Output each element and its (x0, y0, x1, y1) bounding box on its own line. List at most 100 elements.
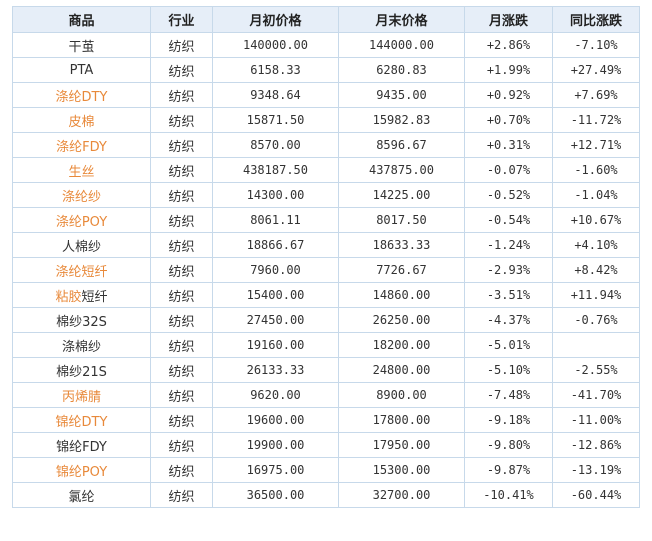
yoy-change-cell: -11.72% (552, 107, 640, 133)
yoy-change-cell: +12.71% (552, 132, 640, 158)
commodity-name-cell: 氯纶 (12, 482, 151, 508)
open-price-cell: 18866.67 (212, 232, 339, 258)
monthly-change-cell: -3.51% (464, 282, 553, 308)
commodity-name-text: 锦纶FDY (56, 439, 107, 455)
industry-cell: 纺织 (150, 82, 213, 108)
close-price-cell: 8017.50 (338, 207, 465, 233)
industry-cell: 纺织 (150, 107, 213, 133)
industry-cell: 纺织 (150, 282, 213, 308)
industry-cell: 纺织 (150, 407, 213, 433)
industry-cell: 纺织 (150, 332, 213, 358)
open-price-cell: 14300.00 (212, 182, 339, 208)
monthly-change-cell: -4.37% (464, 307, 553, 333)
table-row: 锦纶DTY 纺织 19600.00 17800.00 -9.18% -11.00% (12, 407, 640, 433)
table-row: 涤纶POY 纺织 8061.11 8017.50 -0.54% +10.67% (12, 207, 640, 233)
monthly-change-cell: -10.41% (464, 482, 553, 508)
commodity-link[interactable]: 涤纶短纤 (55, 264, 108, 280)
monthly-change-cell: +2.86% (464, 32, 553, 58)
open-price-cell: 19600.00 (212, 407, 339, 433)
commodity-link[interactable]: 粘胶 (55, 289, 82, 305)
close-price-cell: 18200.00 (338, 332, 465, 358)
open-price-cell: 9348.64 (212, 82, 339, 108)
monthly-change-cell: -5.10% (464, 357, 553, 383)
yoy-change-cell: +4.10% (552, 232, 640, 258)
table-row: 涤棉纱 纺织 19160.00 18200.00 -5.01% (12, 332, 640, 358)
monthly-change-cell: -0.52% (464, 182, 553, 208)
commodity-name-text: PTA (69, 62, 94, 78)
industry-cell: 纺织 (150, 482, 213, 508)
commodity-link[interactable]: 锦纶POY (55, 464, 108, 480)
monthly-change-cell: -0.07% (464, 157, 553, 183)
commodity-name-cell: 锦纶POY (12, 457, 151, 483)
commodity-link[interactable]: 涤纶POY (55, 214, 108, 230)
open-price-cell: 19160.00 (212, 332, 339, 358)
table-row: 涤纶DTY 纺织 9348.64 9435.00 +0.92% +7.69% (12, 82, 640, 108)
industry-cell: 纺织 (150, 307, 213, 333)
yoy-change-cell: -11.00% (552, 407, 640, 433)
table-row: 锦纶FDY 纺织 19900.00 17950.00 -9.80% -12.86% (12, 432, 640, 458)
open-price-cell: 9620.00 (212, 382, 339, 408)
industry-cell: 纺织 (150, 207, 213, 233)
yoy-change-cell: -12.86% (552, 432, 640, 458)
commodity-link[interactable]: 丙烯腈 (61, 389, 101, 405)
commodity-link[interactable]: 涤纶DTY (55, 89, 108, 105)
industry-cell: 纺织 (150, 232, 213, 258)
commodity-link[interactable]: 生丝 (68, 164, 95, 180)
commodity-name-cell: 粘胶短纤 (12, 282, 151, 308)
close-price-cell: 17950.00 (338, 432, 465, 458)
monthly-change-cell: -1.24% (464, 232, 553, 258)
table-row: 干茧 纺织 140000.00 144000.00 +2.86% -7.10% (12, 32, 640, 58)
commodity-link[interactable]: 涤纶纱 (61, 189, 101, 205)
commodity-link[interactable]: 涤纶FDY (56, 139, 107, 155)
commodity-name-text: 短纤 (81, 289, 108, 305)
monthly-change-cell: +0.31% (464, 132, 553, 158)
header-industry[interactable]: 行业 (150, 6, 213, 33)
commodity-name-cell: 涤纶纱 (12, 182, 151, 208)
commodity-link[interactable]: 皮棉 (68, 114, 95, 130)
header-open-price[interactable]: 月初价格 (212, 6, 339, 33)
close-price-cell: 437875.00 (338, 157, 465, 183)
monthly-change-cell: -0.54% (464, 207, 553, 233)
close-price-cell: 8900.00 (338, 382, 465, 408)
close-price-cell: 8596.67 (338, 132, 465, 158)
commodity-name-text: 干茧 (68, 39, 95, 55)
commodity-name-text: 棉纱32S (56, 314, 107, 330)
open-price-cell: 7960.00 (212, 257, 339, 283)
yoy-change-cell: -1.04% (552, 182, 640, 208)
yoy-change-cell: -41.70% (552, 382, 640, 408)
table-row: 涤纶纱 纺织 14300.00 14225.00 -0.52% -1.04% (12, 182, 640, 208)
yoy-change-cell: +7.69% (552, 82, 640, 108)
header-yoy-change[interactable]: 同比涨跌 (552, 6, 640, 33)
commodity-price-table: 商品 行业 月初价格 月末价格 月涨跌 同比涨跌 干茧 纺织 140000.00 14… (12, 6, 640, 508)
table-body: 干茧 纺织 140000.00 144000.00 +2.86% -7.10% PTA 纺织 6… (12, 32, 640, 508)
open-price-cell: 140000.00 (212, 32, 339, 58)
table-row: 丙烯腈 纺织 9620.00 8900.00 -7.48% -41.70% (12, 382, 640, 408)
commodity-link[interactable]: 锦纶DTY (55, 414, 108, 430)
table-row: PTA 纺织 6158.33 6280.83 +1.99% +27.49% (12, 57, 640, 83)
commodity-name-cell: 涤纶FDY (12, 132, 151, 158)
table-row: 皮棉 纺织 15871.50 15982.83 +0.70% -11.72% (12, 107, 640, 133)
yoy-change-cell: -1.60% (552, 157, 640, 183)
commodity-name-cell: 皮棉 (12, 107, 151, 133)
close-price-cell: 18633.33 (338, 232, 465, 258)
industry-cell: 纺织 (150, 357, 213, 383)
open-price-cell: 16975.00 (212, 457, 339, 483)
table-row: 生丝 纺织 438187.50 437875.00 -0.07% -1.60% (12, 157, 640, 183)
monthly-change-cell: -7.48% (464, 382, 553, 408)
open-price-cell: 438187.50 (212, 157, 339, 183)
monthly-change-cell: -2.93% (464, 257, 553, 283)
yoy-change-cell: +27.49% (552, 57, 640, 83)
header-commodity[interactable]: 商品 (12, 6, 151, 33)
header-monthly-change[interactable]: 月涨跌 (464, 6, 553, 33)
yoy-change-cell: -13.19% (552, 457, 640, 483)
close-price-cell: 15982.83 (338, 107, 465, 133)
industry-cell: 纺织 (150, 382, 213, 408)
industry-cell: 纺织 (150, 432, 213, 458)
industry-cell: 纺织 (150, 157, 213, 183)
commodity-name-text: 棉纱21S (56, 364, 107, 380)
yoy-change-cell: +10.67% (552, 207, 640, 233)
open-price-cell: 26133.33 (212, 357, 339, 383)
header-close-price[interactable]: 月末价格 (338, 6, 465, 33)
open-price-cell: 6158.33 (212, 57, 339, 83)
close-price-cell: 15300.00 (338, 457, 465, 483)
